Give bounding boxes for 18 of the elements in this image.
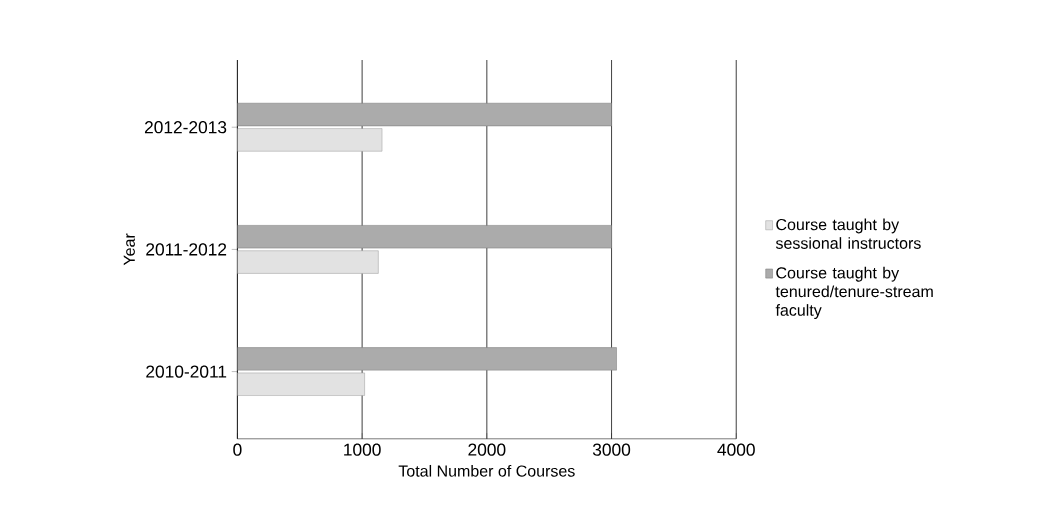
x-tick-label: 1000 [344,443,381,456]
y-tick-label: 2012-2013 [144,121,227,134]
x-tick-label: 0 [233,443,242,456]
y-tick-label: 2011-2012 [146,243,227,256]
bar [237,250,379,274]
bar [237,225,612,249]
y-axis-title: Year [123,233,135,266]
bar [237,372,365,396]
x-tick-label: 3000 [592,443,631,456]
y-tick-label: 2010-2011 [146,365,227,378]
x-tick-label: 2000 [468,443,506,456]
bar [237,128,383,152]
x-axis-title: Total Number of Courses [398,464,575,477]
bar [237,102,612,127]
legend-label: Course taught by sessional instructors [775,218,921,249]
legend-label: Course taught by tenured/tenure-stream faculty [775,266,933,319]
x-tick-label: 4000 [717,443,755,456]
bar [237,347,617,371]
